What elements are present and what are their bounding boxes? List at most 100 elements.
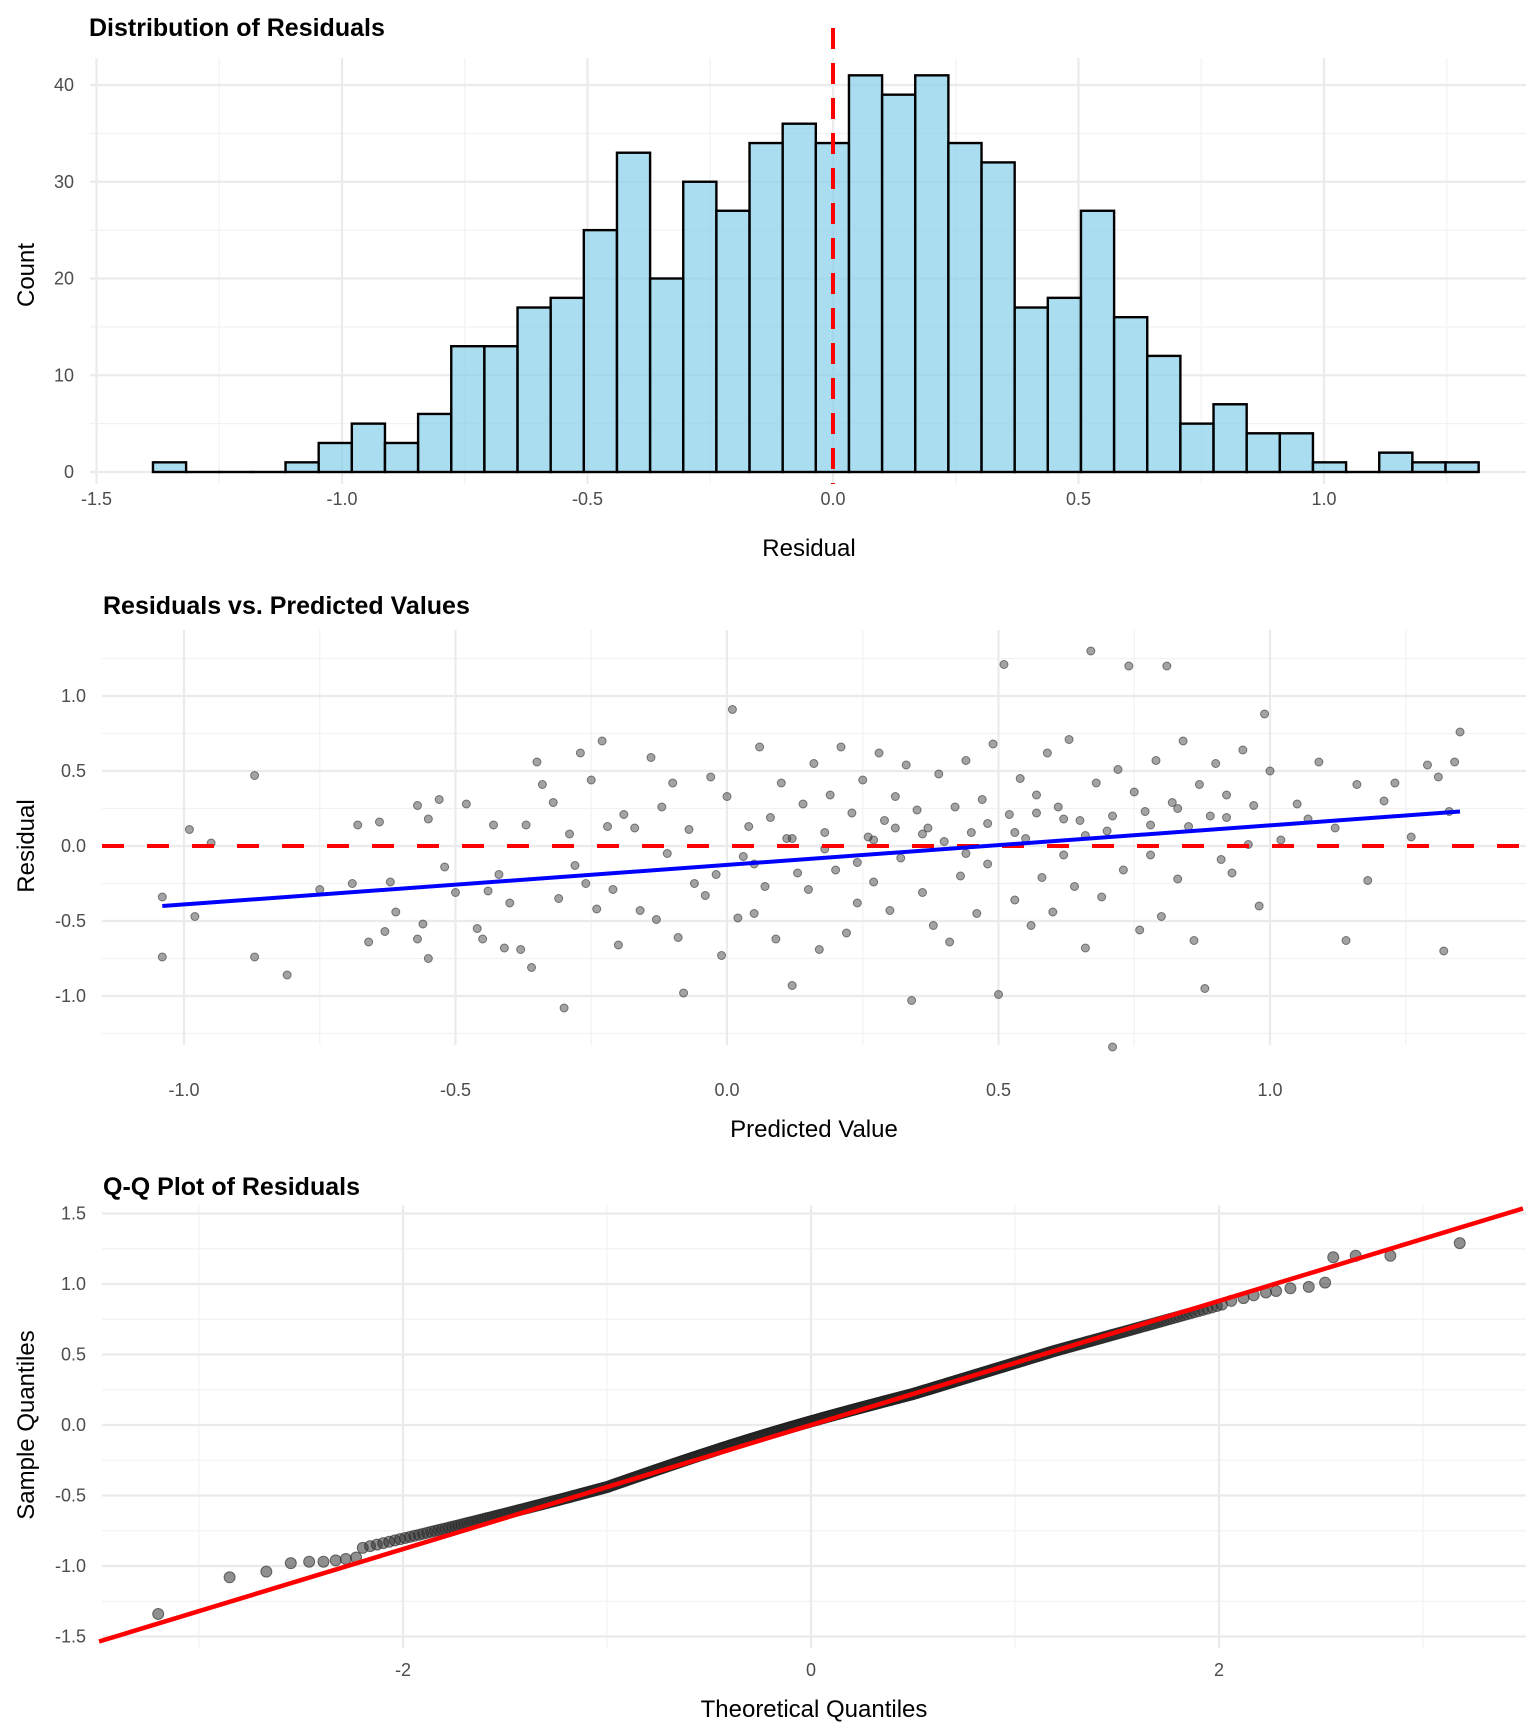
scatter-point	[575, 748, 585, 758]
qq-point	[339, 1552, 352, 1565]
scatter-point	[472, 924, 482, 933]
scatter-point	[418, 919, 428, 929]
scatter-point	[1265, 766, 1275, 776]
histogram-bar	[847, 74, 884, 474]
histogram-bar	[284, 461, 320, 474]
histogram-bar	[549, 296, 586, 474]
histogram-bar	[383, 441, 420, 474]
y-tick-label: 10	[54, 365, 74, 385]
scatter-point	[825, 790, 835, 800]
scatter-point	[1140, 807, 1150, 816]
scatter-point	[1227, 868, 1237, 878]
x-tick-label: 1.0	[1257, 1080, 1282, 1100]
scatter-point	[820, 828, 830, 837]
scatter-point	[527, 963, 537, 972]
scatter-point	[613, 940, 623, 950]
scatter-point	[315, 885, 325, 894]
y-tick-label: 20	[54, 269, 74, 289]
y-tick-label: -1.5	[55, 1627, 86, 1647]
scatter-point	[646, 753, 656, 762]
qq-plot-panel: -2 0 2 -1.5 -1.0 -0.5 0.0 0.5 1.0 1.5 Q-Q Plot o…	[13, 1173, 1526, 1723]
y-tick-label: 1.0	[61, 1274, 86, 1294]
scatter-point	[1129, 787, 1139, 797]
histogram-x-ticks: -1.5 -1.0 -0.5 0.0 0.5 1.0	[81, 489, 1337, 509]
scatter-point	[597, 736, 607, 746]
scatter-point	[494, 870, 504, 879]
scatter-point	[190, 912, 200, 921]
scatter-point	[787, 981, 797, 990]
y-tick-label: 40	[54, 75, 74, 95]
scatter-point	[890, 823, 900, 833]
histogram-bar	[1112, 316, 1149, 474]
scatter-point	[923, 823, 933, 833]
scatter-point	[760, 882, 770, 891]
scatter-point	[1341, 936, 1351, 945]
scatter-point	[157, 952, 167, 962]
scatter-point	[157, 892, 167, 902]
histogram-bar	[1046, 296, 1083, 474]
scatter-point	[945, 937, 955, 947]
histogram-bar	[781, 122, 818, 474]
scatter-points	[157, 646, 1465, 1052]
scatter-point	[869, 877, 879, 887]
scatter-point	[451, 888, 460, 897]
scatter-point	[793, 868, 803, 878]
scatter-point	[1037, 873, 1047, 882]
scatter-point	[874, 748, 884, 758]
scatter-point	[1059, 850, 1069, 860]
scatter-point	[461, 799, 471, 809]
qq-point	[1327, 1251, 1340, 1264]
scatter-point	[1070, 882, 1080, 891]
scatter-point	[412, 801, 422, 810]
x-tick-label: -1.0	[326, 489, 357, 509]
scatter-point	[1238, 745, 1248, 755]
scatter-point	[1189, 936, 1199, 945]
histogram-bar	[582, 228, 619, 474]
histogram-bars	[151, 74, 1480, 474]
scatter-grid	[102, 630, 1526, 1045]
scatter-point	[1010, 828, 1020, 837]
scatter-point	[733, 913, 743, 923]
y-tick-label: 30	[54, 172, 74, 192]
qq-point	[284, 1557, 297, 1570]
scatter-point	[1086, 646, 1096, 656]
scatter-x-label: Predicted Value	[730, 1116, 898, 1143]
scatter-point	[684, 825, 694, 834]
qq-point	[1453, 1237, 1466, 1250]
scatter-point	[890, 792, 900, 801]
scatter-point	[1162, 661, 1172, 671]
scatter-point	[1004, 810, 1014, 819]
scatter-point	[831, 865, 841, 875]
scatter-point	[711, 870, 721, 879]
scatter-point	[1439, 946, 1449, 956]
scatter-point	[483, 886, 493, 896]
scatter-point	[505, 898, 515, 908]
scatter-point	[1059, 814, 1069, 824]
histogram-bar	[450, 345, 486, 474]
histogram-bar	[980, 161, 1016, 474]
qq-point	[260, 1565, 273, 1578]
qq-reference-line	[98, 1206, 1524, 1644]
scatter-point	[282, 970, 292, 980]
scatter-point	[836, 742, 846, 752]
scatter-point	[1254, 901, 1264, 911]
qq-x-label: Theoretical Quantiles	[701, 1696, 928, 1723]
scatter-point	[581, 879, 591, 888]
scatter-point	[727, 705, 737, 714]
scatter-point	[1113, 765, 1123, 774]
scatter-point	[1108, 1042, 1118, 1052]
scatter-point	[1026, 921, 1036, 930]
scatter-point	[1108, 811, 1118, 821]
x-tick-label: -1.0	[168, 1080, 199, 1100]
scatter-point	[651, 915, 661, 924]
scatter-point	[391, 907, 401, 917]
scatter-point	[679, 988, 689, 998]
scatter-point	[858, 775, 868, 785]
histogram-bar	[1079, 209, 1116, 474]
scatter-point	[559, 1003, 569, 1013]
scatter-point	[1406, 832, 1416, 842]
scatter-point	[1048, 907, 1058, 917]
histogram-bar	[715, 209, 751, 474]
scatter-point	[1314, 757, 1324, 767]
qq-point	[317, 1555, 330, 1568]
